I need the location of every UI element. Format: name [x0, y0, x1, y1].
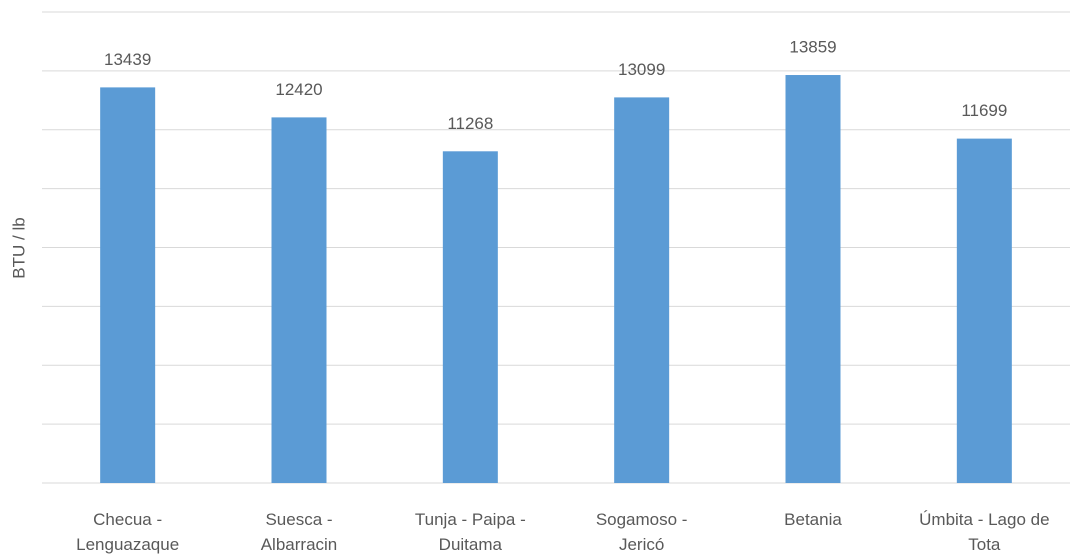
data-label: 13099	[618, 60, 665, 79]
data-label: 13859	[789, 38, 836, 57]
data-label: 12420	[275, 80, 322, 99]
bar	[442, 151, 498, 483]
x-tick-label: Tunja - Paipa - Duitama	[414, 510, 526, 554]
x-tick-label: Úmbita - Lago de Tota	[919, 510, 1050, 554]
bar	[614, 97, 670, 483]
data-label: 11268	[447, 114, 493, 133]
x-tick-label: Checua - Lenguazaque	[76, 510, 180, 554]
y-axis-label: BTU / lb	[9, 217, 28, 278]
bar	[785, 75, 841, 483]
x-tick-label: Sogamoso - Jericó	[595, 510, 688, 554]
data-label: 11699	[961, 101, 1007, 120]
x-tick-label: Betania	[784, 510, 842, 529]
bar	[956, 138, 1012, 483]
bar	[271, 117, 327, 483]
data-label: 13439	[104, 50, 151, 69]
x-tick-label: Suesca - Albarracin	[260, 510, 338, 554]
bar	[100, 87, 156, 483]
